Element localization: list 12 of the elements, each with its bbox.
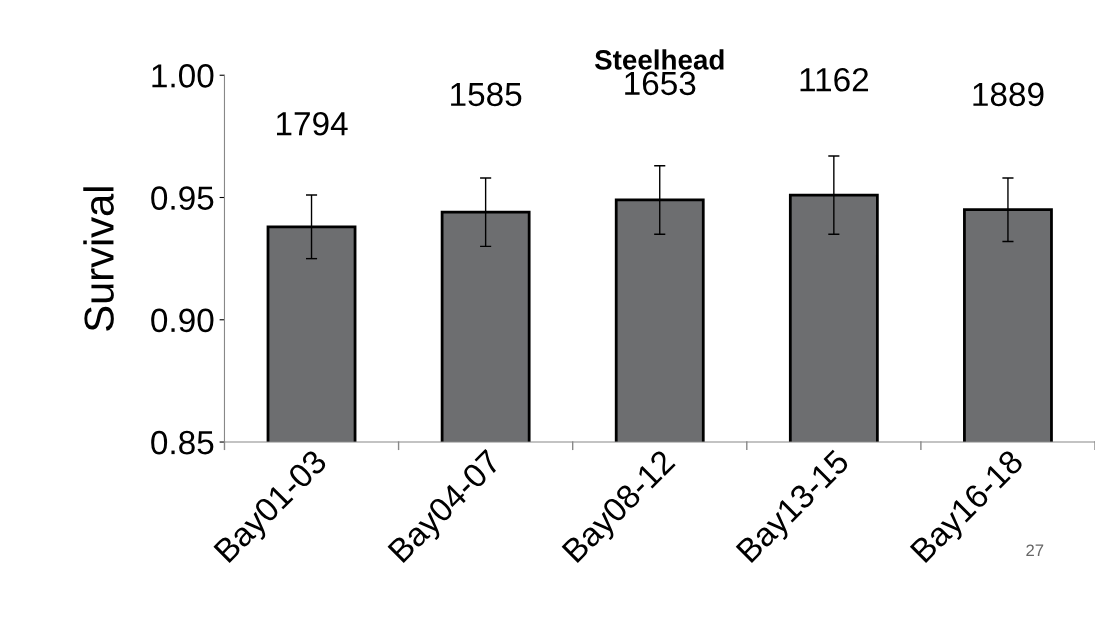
annotation: 1889 xyxy=(973,82,1044,107)
chart-title: Steelhead xyxy=(594,49,724,70)
annotation: 1585 xyxy=(451,82,522,107)
y-tick-label: 0.95 xyxy=(151,186,214,210)
annotation: 1653 xyxy=(625,71,696,96)
text: 27 xyxy=(1026,544,1044,557)
y-tick-label: 0.85 xyxy=(151,430,214,455)
y-axis-title: Survival xyxy=(83,187,114,331)
annotation: 1794 xyxy=(277,111,348,136)
annotation: 1162 xyxy=(800,67,869,92)
y-tick-label: 1.00 xyxy=(152,64,214,88)
y-tick-label: 0.90 xyxy=(151,308,214,333)
